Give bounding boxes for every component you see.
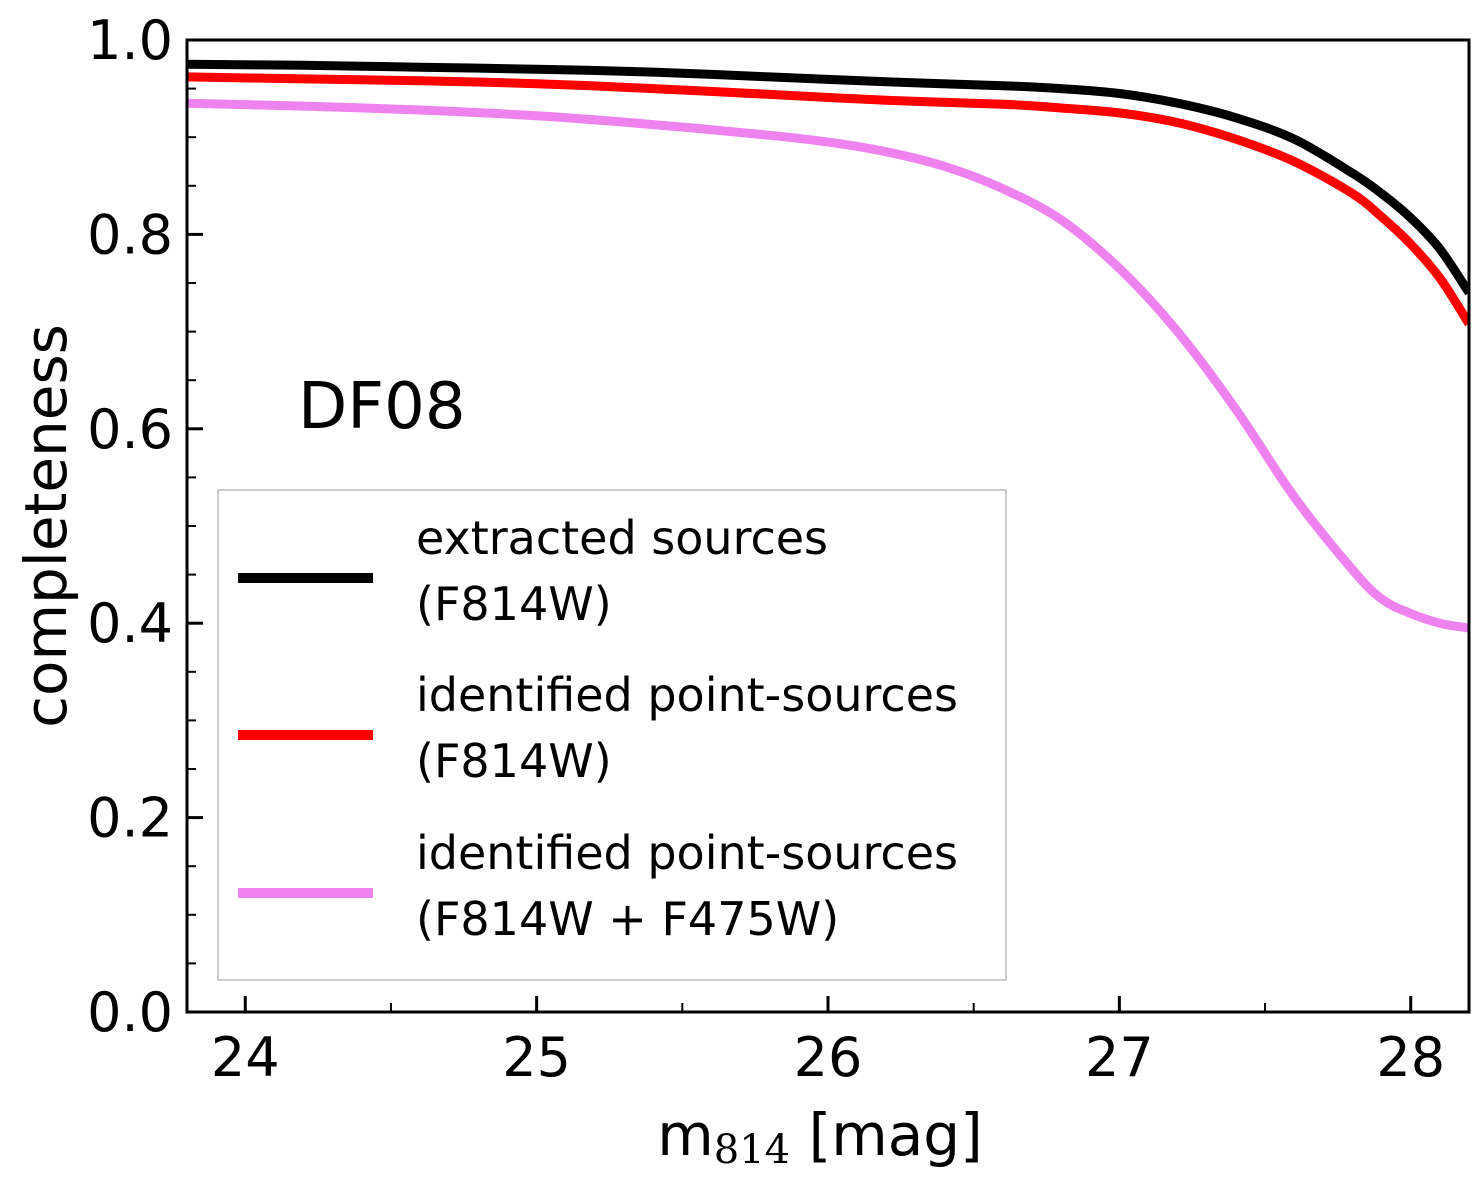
legend-label-line2: (F814W + F475W) [416,892,839,946]
x-tick-label: 27 [1085,1026,1154,1089]
y-tick-label: 0.2 [87,787,173,850]
legend-label-line1: identified point-sources [416,826,958,880]
series-line-2 [187,72,1469,327]
y-tick-label: 0.8 [87,203,173,266]
annotation-label: DF08 [298,370,466,444]
y-tick-label: 0.0 [87,981,173,1044]
plot-frame [185,38,1471,1014]
x-axis-label: m814 [mag] [657,1101,982,1173]
x-tick-label: 28 [1376,1026,1445,1089]
x-tick-label: 25 [502,1026,571,1089]
x-tick-label: 26 [794,1026,863,1089]
legend-label-line2: (F814W) [416,577,612,631]
tick-labels: 0.0 0.2 0.4 0.6 0.8 1.0 24 25 26 27 28 [87,9,1445,1089]
y-axis-label: completeness [12,324,80,728]
y-tick-label: 0.6 [87,398,173,461]
series-layer [187,59,1469,633]
legend: extracted sources (F814W) identified point… [217,489,1007,981]
series-line-1 [187,59,1469,296]
y-tick-label: 1.0 [87,9,173,72]
legend-label-line1: identified point-sources [416,668,958,722]
series-line-3 [187,98,1469,633]
x-tick-label: 24 [211,1026,280,1089]
legend-label-line2: (F814W) [416,734,612,788]
legend-label-line1: extracted sources [416,511,828,565]
y-tick-label: 0.4 [87,592,173,655]
